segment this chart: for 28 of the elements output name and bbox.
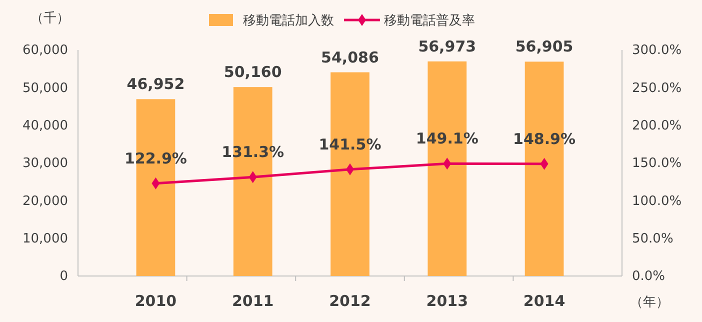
y-tick-label: 50,000 [22,80,68,96]
x-axis-title: （年） [630,295,669,310]
y2-tick-label: 100.0% [632,194,682,209]
data-label: 50,160 [224,63,282,82]
y2-tick-label: 0.0% [632,269,666,284]
legend-label: 移動電話普及率 [384,12,475,29]
y-tick-label: 10,000 [22,231,68,246]
legend-label: 移動電話加入数 [243,14,334,29]
y-tick-label: 0 [60,269,68,284]
y2-tick-label: 200.0% [632,118,682,134]
x-tick-label: 2010 [134,292,177,310]
y-tick-label: 40,000 [22,118,68,134]
y-tick-label: 20,000 [22,194,68,209]
y2-tick-label: 50.0% [632,231,674,246]
data-label: 54,086 [321,48,379,66]
x-tick-label: 2012 [329,292,371,310]
y-tick-label: 30,000 [22,156,68,172]
data-label: 56,973 [418,37,476,56]
data-label: 46,952 [126,75,185,94]
y-tick-label: 60,000 [22,43,68,58]
data-label: 56,905 [515,38,574,56]
x-tick-label: 2013 [426,292,468,310]
y2-tick-label: 250.0% [632,80,682,96]
y2-tick-label: 300.0% [632,43,682,58]
x-tick-label: 2011 [232,292,274,310]
y-axis-title: （千） [30,11,70,26]
y2-tick-label: 150.0% [632,156,682,172]
x-tick-label: 2014 [523,292,566,310]
